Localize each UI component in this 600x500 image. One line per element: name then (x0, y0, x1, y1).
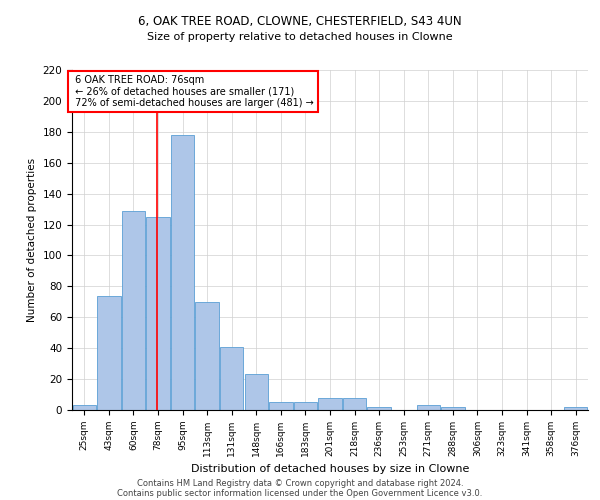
Bar (171, 135, 194, 410)
X-axis label: Distribution of detached houses by size in Clowne: Distribution of detached houses by size … (191, 464, 469, 474)
Bar (564, 407, 587, 410)
Y-axis label: Number of detached properties: Number of detached properties (27, 158, 37, 322)
Bar (196, 302, 219, 410)
Text: 6, OAK TREE ROAD, CLOWNE, CHESTERFIELD, S43 4UN: 6, OAK TREE ROAD, CLOWNE, CHESTERFIELD, … (138, 15, 462, 28)
Text: 6 OAK TREE ROAD: 76sqm
 ← 26% of detached houses are smaller (171)
 72% of semi-: 6 OAK TREE ROAD: 76sqm ← 26% of detached… (72, 75, 314, 108)
Bar (220, 346, 244, 410)
Bar (245, 374, 268, 410)
Bar (441, 407, 464, 410)
Text: Contains HM Land Registry data © Crown copyright and database right 2024.: Contains HM Land Registry data © Crown c… (137, 478, 463, 488)
Bar (367, 407, 391, 410)
Bar (294, 402, 317, 410)
Bar (97, 296, 121, 410)
Bar (319, 398, 341, 410)
Bar (416, 406, 440, 410)
Bar (122, 210, 145, 410)
Bar (343, 398, 366, 410)
Bar (269, 402, 293, 410)
Bar (146, 217, 170, 410)
Bar (73, 406, 96, 410)
Text: Size of property relative to detached houses in Clowne: Size of property relative to detached ho… (147, 32, 453, 42)
Text: Contains public sector information licensed under the Open Government Licence v3: Contains public sector information licen… (118, 488, 482, 498)
